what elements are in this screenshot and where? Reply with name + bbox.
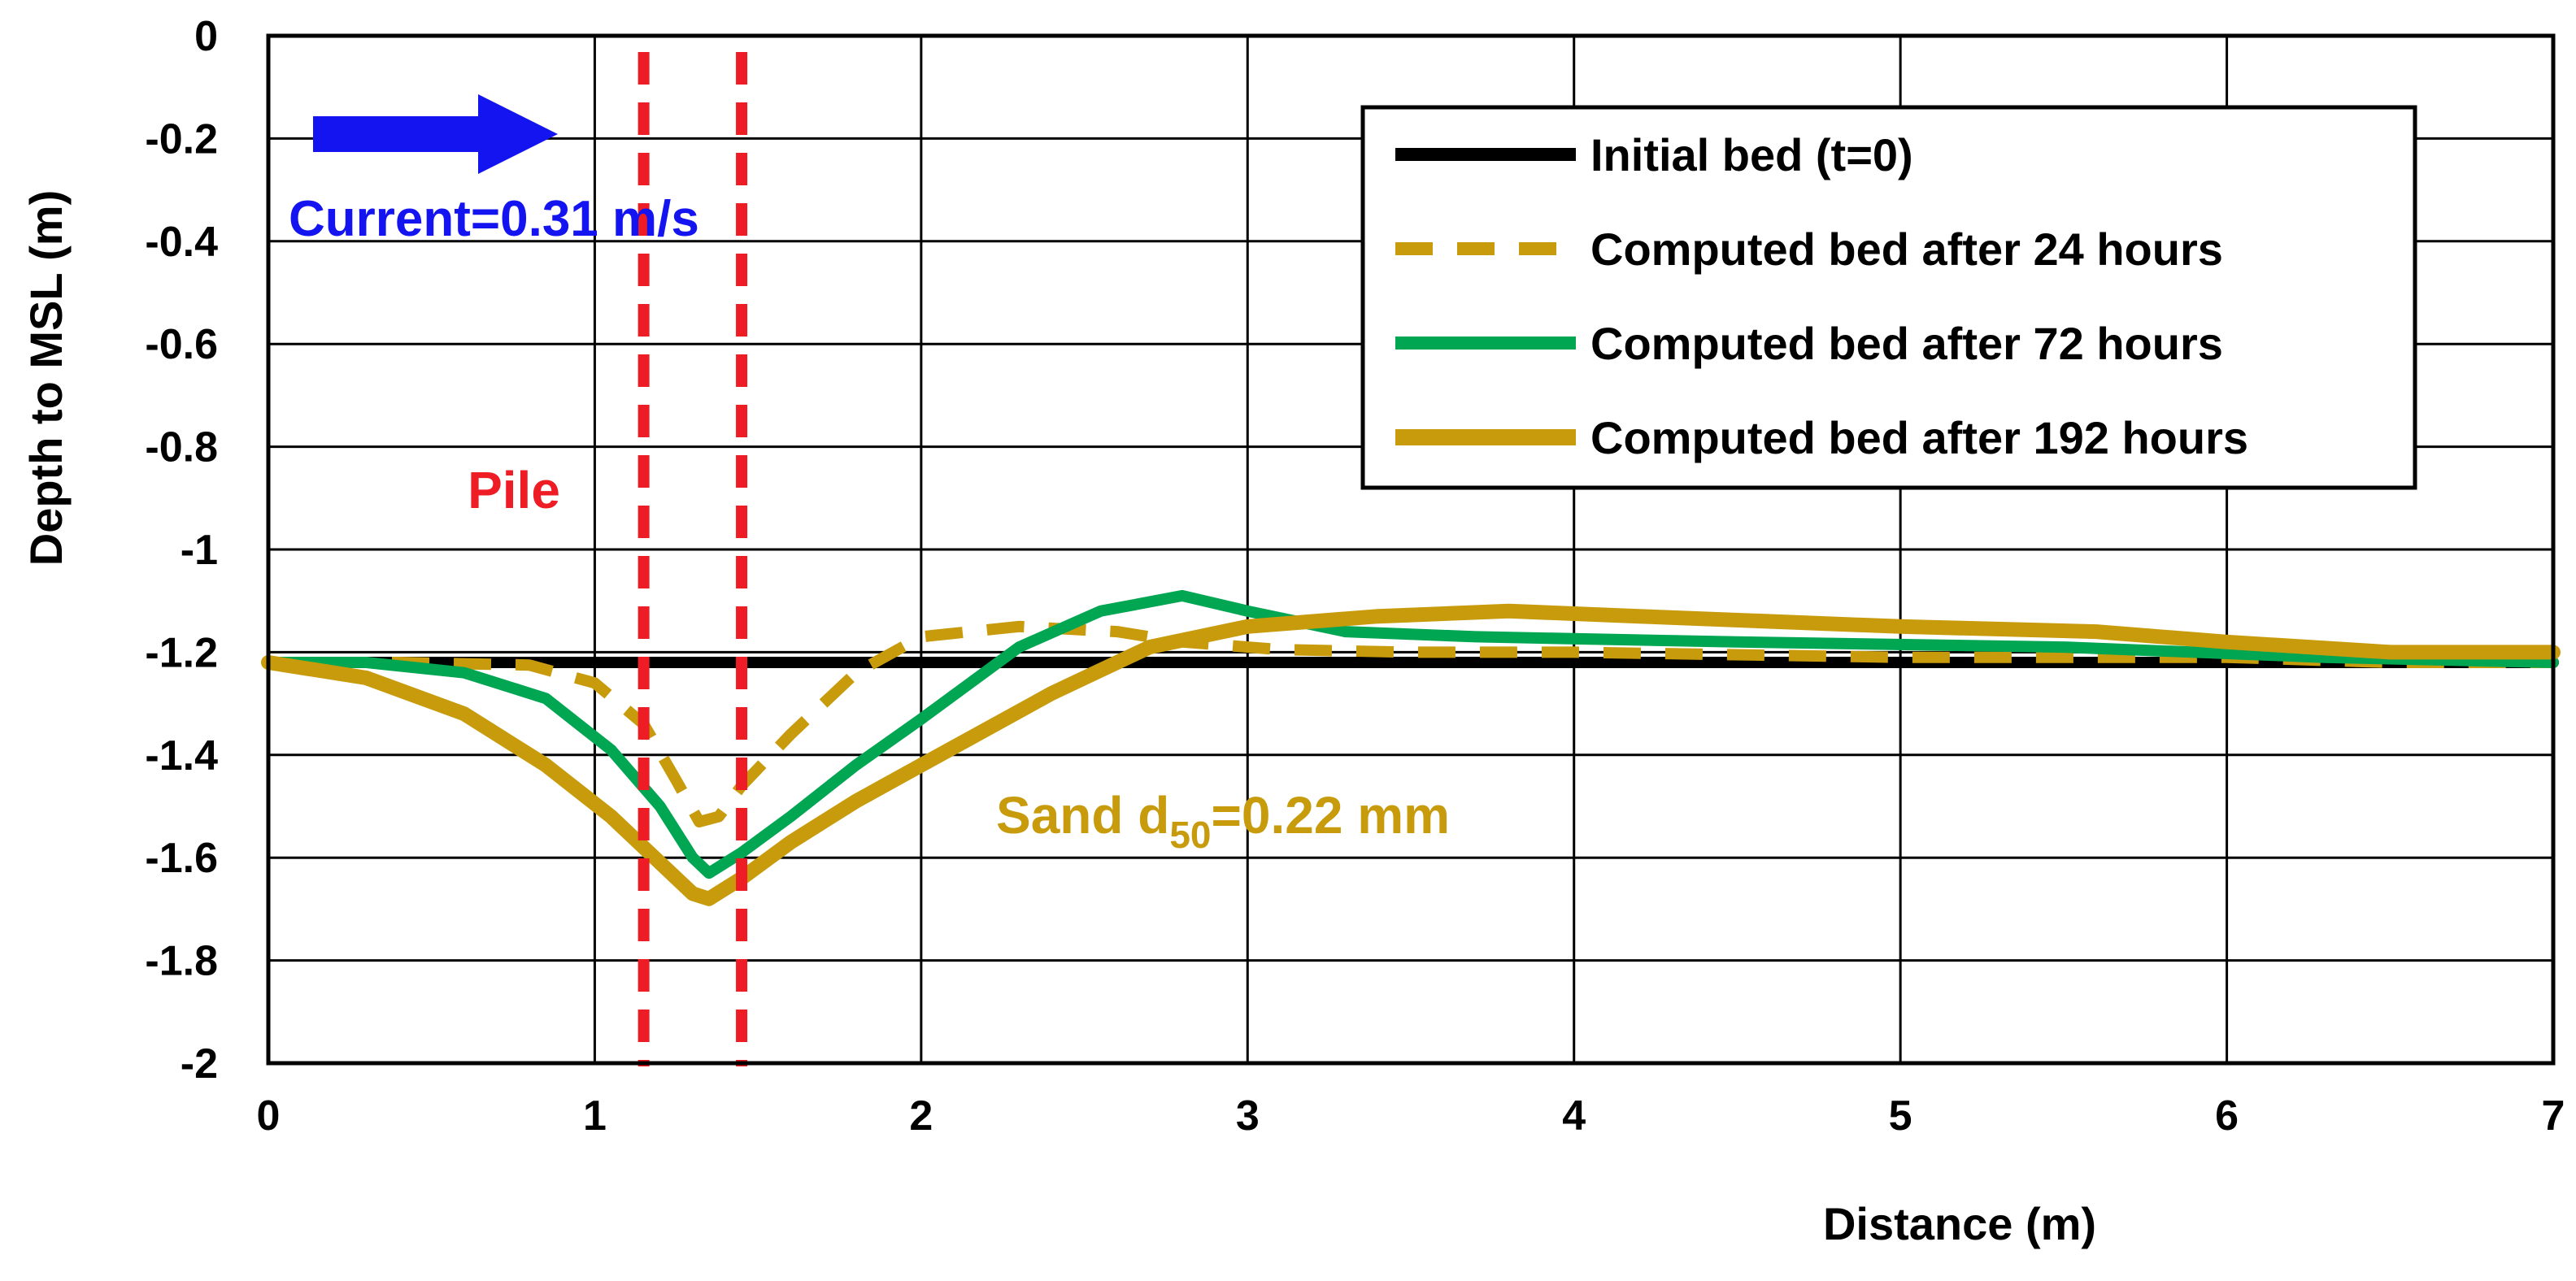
current-label: Current=0.31 m/s (289, 191, 699, 247)
sand-label-subscript: 50 (1169, 814, 1211, 856)
x-tick-label: 4 (1562, 1092, 1586, 1140)
series-line-3 (263, 589, 2559, 879)
y-axis-title: Depth to MSL (m) (20, 190, 72, 566)
series-line-2 (268, 620, 2553, 827)
y-tick-label: -0.6 (145, 321, 218, 368)
legend-label: Computed bed after 72 hours (1590, 318, 2223, 369)
series-lines (261, 589, 2561, 906)
y-tick-label: -2 (181, 1040, 218, 1088)
x-tick-label: 7 (2542, 1092, 2565, 1140)
pile-label: Pile (468, 461, 560, 519)
x-tick-label: 2 (909, 1092, 933, 1140)
sand-label-prefix: Sand d (996, 786, 1169, 845)
x-tick-label: 5 (1889, 1092, 1912, 1140)
legend-label: Computed bed after 192 hours (1590, 412, 2248, 463)
x-tick-label: 1 (583, 1092, 607, 1140)
legend-box (1360, 105, 2417, 490)
legend: Initial bed (t=0) Computed bed after 24 h… (1360, 105, 2417, 490)
x-axis-title: Distance (m) (1823, 1198, 2096, 1249)
plot-frame (266, 33, 2556, 1066)
y-tick-label: -1 (181, 527, 218, 574)
x-tick-label: 6 (2215, 1092, 2239, 1140)
y-tick-label: -0.8 (145, 424, 218, 471)
series-line-4 (261, 603, 2561, 906)
axis-ticks: 0 1 2 3 4 5 6 7 0 -0.2 -0.4 -0.6 -0.8 -1 -1.2 -1.4 -1.6 -… (145, 13, 2565, 1140)
y-tick-label: -1.4 (145, 732, 218, 779)
legend-label: Computed bed after 24 hours (1590, 224, 2223, 275)
y-tick-label: -0.2 (145, 115, 218, 163)
x-tick-label: 0 (257, 1092, 281, 1140)
current-arrow-icon (313, 94, 558, 174)
sand-label: Sand d50=0.22 mm (996, 786, 1450, 856)
sand-label-suffix: =0.22 mm (1212, 786, 1451, 845)
y-tick-label: -0.4 (145, 219, 218, 266)
x-tick-label: 3 (1236, 1092, 1260, 1140)
y-tick-label: -1.6 (145, 835, 218, 882)
y-tick-label: 0 (194, 13, 218, 60)
legend-label: Initial bed (t=0) (1590, 129, 1913, 180)
y-tick-label: -1.2 (145, 629, 218, 676)
y-tick-label: -1.8 (145, 938, 218, 985)
pile-markers (637, 52, 748, 1066)
